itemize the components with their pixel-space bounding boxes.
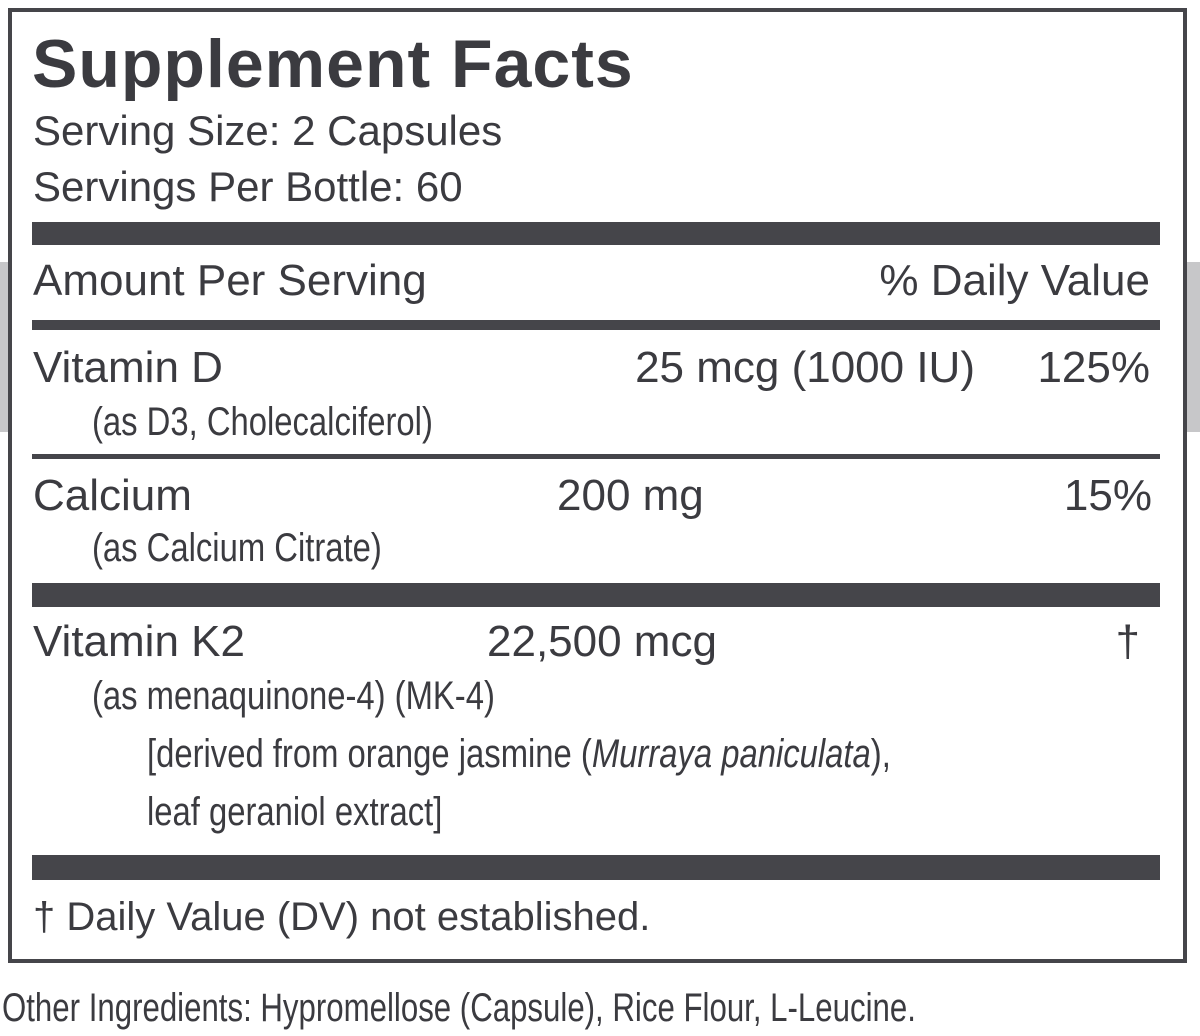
text: ), — [870, 732, 891, 776]
derived-note: leaf geraniol extract] — [147, 790, 443, 834]
title: Supplement Facts — [32, 26, 634, 102]
nutrient-amount: 25 mcg (1000 IU) — [635, 343, 975, 392]
rule — [32, 454, 1160, 459]
nutrient-name: Vitamin D — [33, 343, 223, 392]
other-ingredients: Other Ingredients: Hypromellose (Capsule… — [2, 986, 916, 1030]
latin-name: Murraya paniculata — [591, 732, 871, 776]
daily-value: 15% — [1063, 471, 1152, 520]
nutrient-source: (as menaquinone-4) (MK-4) — [92, 674, 495, 718]
side-tab — [0, 262, 8, 432]
thick-rule — [32, 855, 1160, 880]
serving-size: Serving Size: 2 Capsules — [33, 107, 503, 154]
footnote: † Daily Value (DV) not established. — [33, 895, 651, 939]
thick-rule — [32, 222, 1160, 245]
nutrient-amount: 22,500 mcg — [487, 617, 717, 666]
rule — [32, 320, 1160, 330]
nutrient-name: Calcium — [33, 471, 192, 520]
nutrient-name: Vitamin K2 — [33, 617, 245, 666]
nutrient-amount: 200 mg — [557, 471, 704, 520]
derived-note: [derived from orange jasmine (Murraya pa… — [147, 734, 891, 774]
side-tab — [1187, 262, 1200, 432]
nutrient-source: (as D3, Cholecalciferol) — [92, 400, 433, 444]
facts-panel — [8, 8, 1187, 963]
daily-value: 125% — [1037, 343, 1150, 392]
thick-rule — [32, 583, 1160, 607]
text: [derived from orange jasmine ( — [147, 732, 592, 776]
nutrient-source: (as Calcium Citrate) — [92, 526, 382, 570]
column-header: Amount Per Serving — [33, 256, 427, 305]
servings-per-container: Servings Per Bottle: 60 — [33, 163, 463, 210]
daily-value: † — [1115, 617, 1140, 666]
column-header: % Daily Value — [879, 256, 1150, 305]
